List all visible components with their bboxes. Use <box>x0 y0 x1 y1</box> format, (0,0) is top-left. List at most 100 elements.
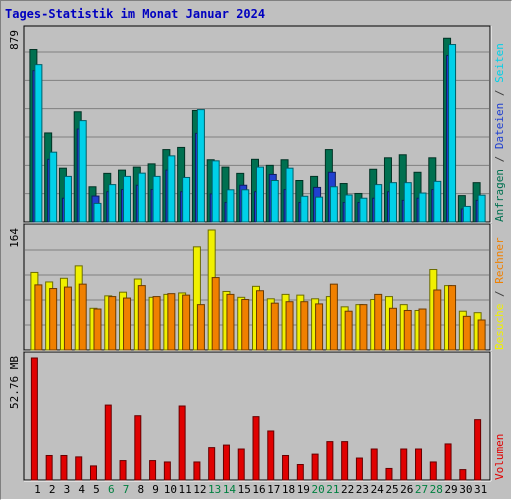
bar-rechner-day-16 <box>256 290 264 351</box>
bar-volumen-day-20 <box>311 453 319 481</box>
bar-rechner-day-31 <box>477 319 486 351</box>
legend-separator: / <box>493 83 506 103</box>
bar-volumen-day-22 <box>341 441 349 481</box>
legend-entry-anfragen: Anfragen <box>493 169 506 222</box>
bar-seiten-day-12 <box>196 109 205 223</box>
y-axis-max-label: 164 <box>8 228 21 248</box>
bar-rechner-day-18 <box>285 301 294 351</box>
chart-panel-top: 879 Anfragen / Dateien / Seiten <box>8 25 506 224</box>
bar-rechner-day-19 <box>300 301 309 351</box>
x-tick-label: 22 <box>341 483 354 496</box>
bar-seiten-day-7 <box>123 175 132 223</box>
bar-rechner-day-15 <box>241 299 250 351</box>
bar-volumen-day-9 <box>149 460 157 481</box>
bar-rechner-day-8 <box>137 285 146 351</box>
bar-rechner-day-3 <box>63 286 72 351</box>
x-tick-label: 28 <box>430 483 443 496</box>
bar-seiten-day-10 <box>167 155 176 223</box>
legend-entry-volumen: Volumen <box>493 434 506 480</box>
x-tick-label: 20 <box>311 483 324 496</box>
bar-volumen-day-6 <box>104 404 112 481</box>
bar-seiten-day-23 <box>359 197 368 223</box>
bar-rechner-day-27 <box>418 308 427 351</box>
x-tick-label: 5 <box>93 483 100 496</box>
bar-volumen-day-12 <box>193 461 201 481</box>
x-tick-label: 18 <box>282 483 295 496</box>
bar-seiten-day-19 <box>300 195 309 223</box>
x-tick-label: 11 <box>179 483 192 496</box>
bar-volumen-day-17 <box>267 430 275 481</box>
chart-panel-middle: 164 Besuche / Rechner <box>8 223 506 352</box>
chart-panel-bottom: 52.76 MB Volumen <box>8 351 506 482</box>
bar-volumen-day-19 <box>296 464 304 481</box>
bar-seiten-day-4 <box>78 120 87 223</box>
bar-seiten-day-6 <box>108 184 117 223</box>
legend-entry-seiten: Seiten <box>493 43 506 83</box>
bar-seiten-day-17 <box>270 179 279 223</box>
x-tick-label: 12 <box>193 483 206 496</box>
bar-rechner-day-5 <box>93 308 102 351</box>
x-tick-label: 31 <box>474 483 487 496</box>
x-tick-label: 30 <box>459 483 472 496</box>
bar-rechner-day-24 <box>374 293 383 351</box>
bar-seiten-day-25 <box>388 182 397 223</box>
bar-volumen-day-26 <box>400 448 408 481</box>
bar-rechner-day-9 <box>152 296 161 351</box>
x-tick-label: 17 <box>267 483 280 496</box>
bar-volumen-day-13 <box>208 447 216 481</box>
bar-volumen-day-14 <box>222 444 230 481</box>
legend-entry-besuche: Besuche <box>493 304 506 350</box>
side-legend-top: Anfragen / Dateien / Seiten <box>493 43 506 222</box>
bar-seiten-day-14 <box>226 189 235 223</box>
y-axis-max-label: 879 <box>8 30 21 50</box>
bar-volumen-day-30 <box>459 469 467 481</box>
bar-volumen-day-18 <box>282 454 290 481</box>
x-tick-label: 21 <box>326 483 339 496</box>
bar-rechner-day-10 <box>167 293 176 351</box>
bar-volumen-day-2 <box>45 454 53 481</box>
x-tick-label: 7 <box>123 483 130 496</box>
x-tick-label: 27 <box>415 483 428 496</box>
x-tick-label: 9 <box>152 483 159 496</box>
bar-volumen-day-16 <box>252 416 260 481</box>
bar-rechner-day-12 <box>196 304 205 351</box>
bar-rechner-day-23 <box>359 304 368 351</box>
bar-volumen-day-4 <box>75 456 83 481</box>
bar-seiten-day-29 <box>448 44 457 223</box>
bar-seiten-day-24 <box>374 184 383 223</box>
bar-seiten-day-16 <box>256 166 264 223</box>
bar-seiten-day-2 <box>49 151 58 223</box>
bar-volumen-day-29 <box>444 443 452 481</box>
y-axis-max-label: 52.76 MB <box>8 356 21 409</box>
bar-rechner-day-4 <box>78 283 87 351</box>
bar-seiten-day-3 <box>63 175 72 223</box>
side-legend-bottom: Volumen <box>493 434 506 480</box>
bar-seiten-day-15 <box>241 189 250 223</box>
bar-volumen-day-23 <box>355 457 363 481</box>
x-tick-label: 23 <box>356 483 369 496</box>
bar-rechner-day-26 <box>403 309 412 351</box>
side-legend-middle: Besuche / Rechner <box>493 237 506 350</box>
x-tick-label: 25 <box>385 483 398 496</box>
bar-seiten-day-27 <box>418 192 427 223</box>
bar-volumen-day-1 <box>30 357 38 481</box>
bar-seiten-day-9 <box>152 175 161 223</box>
bar-rechner-day-20 <box>315 303 324 351</box>
x-tick-label: 1 <box>34 483 41 496</box>
bar-seiten-day-28 <box>433 180 442 223</box>
x-tick-label: 2 <box>49 483 56 496</box>
bar-seiten-day-21 <box>329 186 338 223</box>
bar-rechner-day-21 <box>329 283 338 351</box>
x-tick-label: 16 <box>252 483 265 496</box>
x-tick-label: 14 <box>223 483 237 496</box>
legend-separator: / <box>493 284 506 304</box>
x-tick-label: 29 <box>444 483 457 496</box>
bar-volumen-day-31 <box>474 419 482 481</box>
bar-rechner-day-11 <box>182 294 191 351</box>
bar-seiten-day-11 <box>182 176 191 223</box>
bar-rechner-day-28 <box>433 289 442 351</box>
legend-separator: / <box>493 149 506 169</box>
x-tick-label: 6 <box>108 483 115 496</box>
bar-rechner-day-25 <box>388 307 397 351</box>
bar-volumen-day-27 <box>415 448 423 481</box>
